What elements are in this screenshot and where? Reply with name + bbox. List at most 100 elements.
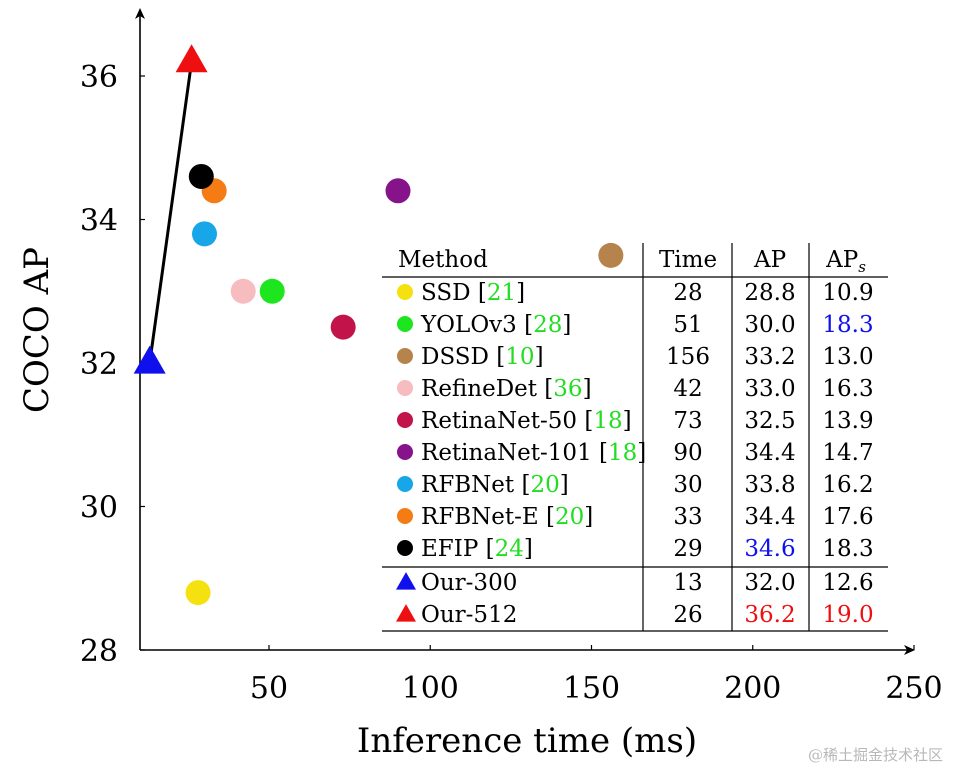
table-cell-ap: 30.0 — [744, 312, 795, 338]
method-citation: 20 — [555, 504, 584, 530]
point-rfbnet — [192, 221, 217, 247]
table-cell-aps: 12.6 — [822, 570, 873, 596]
table-marker-our-300 — [396, 572, 416, 590]
table-marker-dssd — [397, 348, 413, 364]
method-name: YOLOv3 — [420, 312, 517, 338]
citation-bracket: ] — [560, 472, 569, 498]
x-tick-label: 50 — [250, 671, 288, 706]
y-axis-arrow — [135, 8, 145, 19]
y-axis-title: COCO AP — [17, 247, 57, 413]
table-cell-ap: 34.4 — [744, 440, 795, 466]
method-name: RFBNet — [421, 472, 515, 498]
method-name: EFIP — [421, 536, 478, 562]
citation-bracket: [ — [489, 344, 505, 370]
table-header-method: Method — [398, 247, 488, 273]
table-cell-aps: 16.3 — [822, 376, 873, 402]
table-marker-efip — [397, 540, 413, 556]
table-cell-method: DSSD [10] — [421, 344, 544, 370]
table-cell-time: 156 — [666, 344, 710, 370]
table-cell-method: RFBNet-E [20] — [421, 504, 593, 530]
table-cell-aps: 19.0 — [822, 602, 873, 628]
table-cell-method: EFIP [24] — [421, 536, 533, 562]
method-name: RetinaNet-101 — [421, 440, 592, 466]
method-name: RetinaNet-50 — [421, 408, 577, 434]
method-citation: 36 — [553, 376, 582, 402]
table-cell-aps: 10.9 — [822, 280, 873, 306]
method-citation: 18 — [608, 440, 637, 466]
citation-bracket: ] — [535, 344, 544, 370]
citation-bracket: [ — [539, 504, 555, 530]
citation-bracket: ] — [584, 504, 593, 530]
y-tick-label: 28 — [80, 634, 118, 669]
table-cell-aps: 17.6 — [822, 504, 873, 530]
citation-bracket: [ — [514, 472, 530, 498]
citation-bracket: ] — [562, 312, 571, 338]
citation-bracket: ] — [524, 536, 533, 562]
table-cell-method: RFBNet [20] — [421, 472, 569, 498]
table-marker-rfbnet — [397, 476, 413, 492]
table-cell-ap: 32.5 — [744, 408, 795, 434]
table-cell-ap: 33.0 — [744, 376, 795, 402]
table-marker-our-512 — [396, 604, 416, 622]
x-axis-arrow — [904, 645, 915, 655]
table-header-time: Time — [659, 247, 717, 273]
axis-ticks: 50 100 150 200 250 28 30 32 34 36 — [80, 60, 943, 706]
point-retinanet-50 — [330, 314, 356, 340]
point-dssd-overlay — [598, 242, 624, 268]
table-cell-method: SSD [21] — [421, 280, 525, 306]
point-our-512 — [175, 44, 208, 73]
method-citation: 20 — [530, 472, 559, 498]
citation-bracket: [ — [471, 280, 487, 306]
table-cell-aps: 13.0 — [822, 344, 873, 370]
citation-bracket: ] — [583, 376, 592, 402]
table-cell-time: 33 — [673, 504, 702, 530]
table-cell-aps: 13.9 — [822, 408, 873, 434]
table-cell-method: RetinaNet-50 [18] — [421, 408, 632, 434]
table-cell-aps: 18.3 — [822, 312, 873, 338]
method-citation: 28 — [533, 312, 562, 338]
table-cell-method: Our-300 — [421, 570, 517, 596]
citation-bracket: [ — [577, 408, 593, 434]
table-cell-aps: 16.2 — [822, 472, 873, 498]
citation-bracket: ] — [637, 440, 646, 466]
table-cell-time: 26 — [673, 602, 702, 628]
method-citation: 18 — [593, 408, 622, 434]
x-tick-label: 200 — [724, 671, 781, 706]
table-cell-ap: 34.6 — [744, 536, 795, 562]
x-tick-label: 250 — [885, 671, 942, 706]
point-yolov3 — [259, 278, 285, 304]
table-marker-yolov3 — [397, 316, 413, 332]
y-tick-label: 32 — [80, 347, 118, 382]
method-citation: 24 — [495, 536, 524, 562]
method-name: SSD — [421, 280, 471, 306]
method-name: RFBNet-E — [421, 504, 539, 530]
table-cell-ap: 33.2 — [744, 344, 795, 370]
watermark: @稀土掘金技术社区 — [808, 746, 943, 764]
y-tick-label: 34 — [80, 204, 118, 239]
method-citation: 10 — [505, 344, 534, 370]
x-tick-label: 100 — [402, 671, 459, 706]
table-cell-aps: 18.3 — [822, 536, 873, 562]
table-cell-method: RefineDet [36] — [421, 376, 592, 402]
table-cell-method: RetinaNet-101 [18] — [421, 440, 646, 466]
x-axis-title: Inference time (ms) — [357, 721, 697, 761]
table-cell-time: 30 — [673, 472, 702, 498]
method-name: DSSD — [421, 344, 489, 370]
trend-line — [148, 61, 194, 364]
citation-bracket: [ — [478, 536, 494, 562]
y-tick-label: 30 — [80, 491, 118, 526]
table-cell-ap: 36.2 — [744, 602, 795, 628]
point-ssd — [185, 580, 211, 606]
table-marker-ssd — [397, 284, 413, 300]
method-citation: 21 — [487, 280, 516, 306]
point-retinanet-101 — [385, 178, 411, 204]
method-name: Our-512 — [421, 602, 517, 628]
point-efip — [188, 163, 214, 189]
table-cell-time: 51 — [673, 312, 702, 338]
table-cell-ap: 32.0 — [744, 570, 795, 596]
table-cell-time: 29 — [673, 536, 702, 562]
table-header-ap: AP — [753, 247, 786, 273]
table-cell-time: 90 — [673, 440, 702, 466]
table-cell-ap: 34.4 — [744, 504, 795, 530]
